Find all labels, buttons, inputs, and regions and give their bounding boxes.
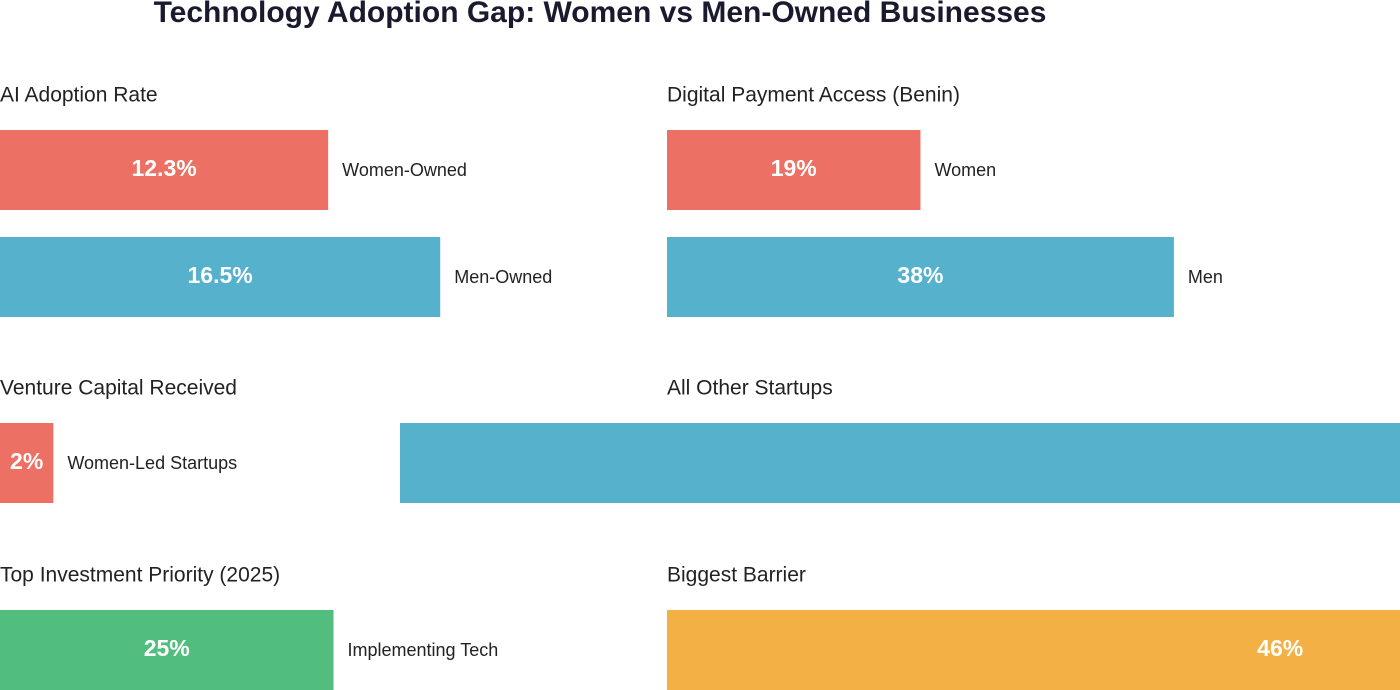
page-title: Technology Adoption Gap: Women vs Men-Ow… (154, 0, 1047, 29)
value-label: 12.3% (131, 155, 196, 181)
bar (0, 423, 54, 503)
category-label: Women-Owned (342, 160, 467, 180)
category-label: Women (934, 160, 996, 180)
bar (0, 130, 329, 210)
bar (667, 130, 921, 210)
value-label: 19% (771, 155, 817, 181)
category-label: Men (1188, 267, 1223, 287)
category-label: Men-Owned (454, 267, 552, 287)
panel-title: AI Adoption Rate (0, 84, 158, 107)
panel-title: Biggest Barrier (667, 564, 806, 587)
category-label: Implementing Tech (348, 640, 499, 660)
value-label: 2% (10, 448, 43, 474)
panel-title: Digital Payment Access (Benin) (667, 84, 960, 107)
value-label: 46% (1257, 635, 1303, 661)
panel-title: Top Investment Priority (2025) (0, 564, 280, 587)
bar (667, 610, 1400, 690)
panel-title: All Other Startups (667, 377, 833, 400)
value-label: 38% (897, 262, 943, 288)
category-label: Women-Led Startups (67, 453, 237, 473)
value-label: 25% (144, 635, 190, 661)
bar (400, 423, 1400, 503)
bar (0, 610, 334, 690)
panel-title: Venture Capital Received (0, 377, 237, 400)
bar (0, 237, 441, 317)
value-label: 16.5% (188, 262, 253, 288)
bar (667, 237, 1174, 317)
